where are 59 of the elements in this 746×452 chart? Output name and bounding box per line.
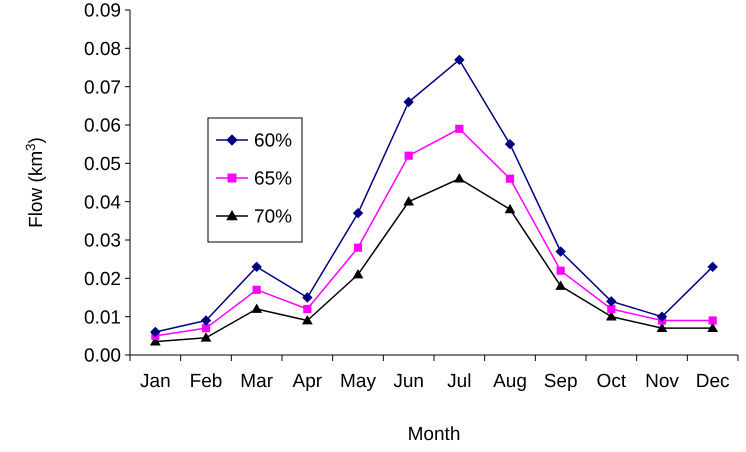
x-tick-label: Nov [645, 371, 680, 392]
point [505, 204, 515, 214]
y-tick-label: 0.01 [84, 307, 121, 328]
y-tick-label: 0.09 [84, 0, 121, 22]
point [606, 312, 616, 321]
x-tick-label: Jan [140, 371, 171, 392]
point [252, 304, 262, 313]
point [708, 262, 718, 272]
point [353, 208, 363, 218]
point [607, 304, 616, 314]
x-axis-title: Month [408, 424, 460, 445]
point [454, 54, 464, 65]
point [455, 124, 464, 133]
point [404, 97, 414, 107]
point [556, 281, 566, 290]
point [708, 323, 718, 332]
point [302, 292, 312, 302]
x-tick-label: Apr [292, 371, 323, 392]
point [252, 286, 261, 294]
x-tick-label: Jul [447, 371, 472, 392]
point [556, 246, 566, 256]
point [657, 323, 667, 332]
y-tick-label: 0.07 [84, 77, 121, 98]
y-tick-label: 0.06 [84, 116, 121, 137]
y-tick-label: 0.00 [84, 346, 121, 367]
point [150, 327, 160, 337]
point [303, 304, 312, 314]
point [657, 312, 667, 322]
legend-label: 60% [254, 130, 292, 152]
legend-label: 70% [254, 206, 292, 228]
point [201, 332, 211, 342]
point [202, 324, 210, 332]
point [556, 266, 565, 275]
point [505, 139, 515, 150]
y-tick-label: 0.05 [84, 154, 121, 175]
x-tick-label: Sep [544, 371, 578, 392]
x-tick-label: Dec [696, 371, 730, 392]
point [708, 316, 717, 325]
point [353, 270, 363, 278]
point [404, 196, 414, 206]
point [506, 174, 514, 183]
x-tick-label: Jun [393, 371, 424, 392]
point [454, 174, 464, 183]
point [252, 262, 262, 272]
x-tick-label: Oct [596, 371, 627, 392]
point [606, 296, 616, 306]
x-tick-label: Mar [240, 371, 274, 392]
y-tick-label: 0.08 [84, 38, 121, 60]
y-tick-label: 0.03 [84, 230, 121, 252]
x-tick-label: Feb [190, 371, 222, 392]
y-tick-label: 0.02 [84, 268, 121, 290]
point [404, 152, 413, 160]
point [201, 316, 211, 326]
x-tick-label: Aug [493, 371, 527, 392]
legend-label: 65% [254, 168, 292, 190]
point [354, 244, 362, 252]
point [302, 316, 312, 324]
x-tick-label: May [340, 371, 376, 392]
y-tick-label: 0.04 [84, 192, 122, 214]
